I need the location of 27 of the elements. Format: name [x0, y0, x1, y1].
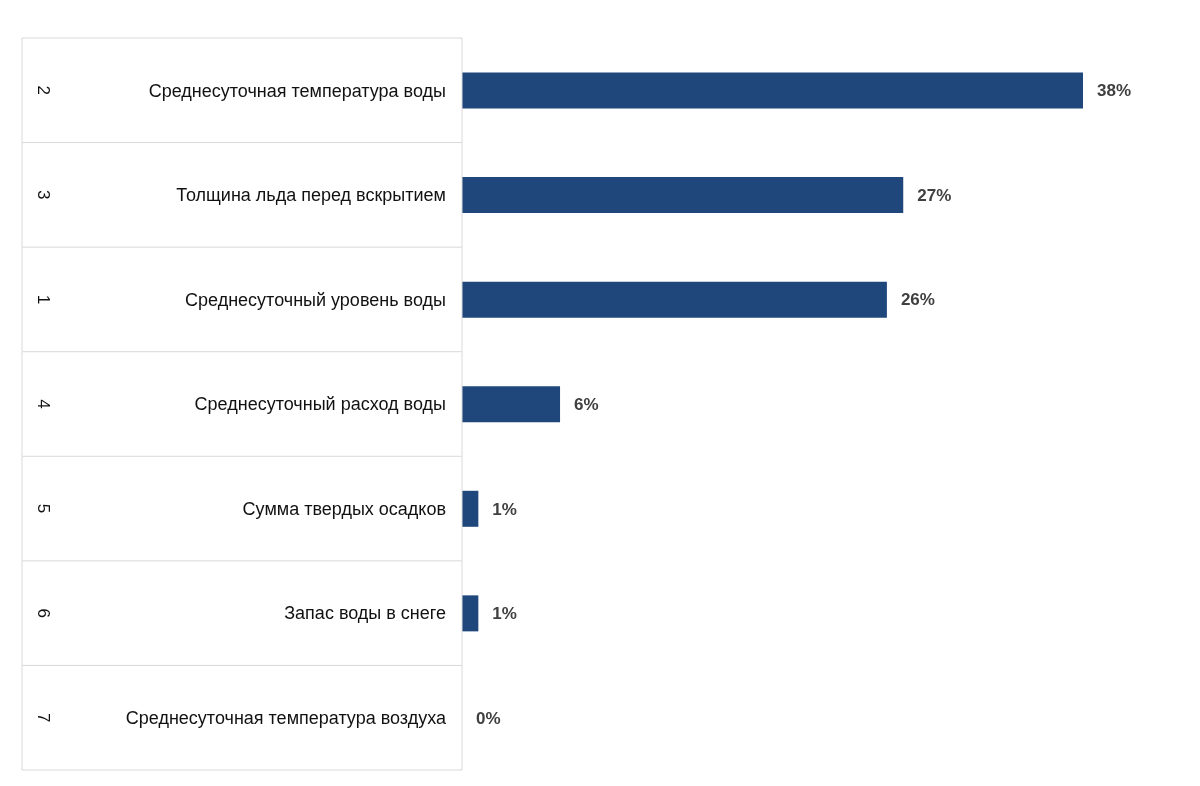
data-label: 6%	[574, 394, 599, 414]
text: 1	[34, 294, 54, 305]
data-label: 27%	[917, 185, 952, 205]
y-tick-label: Среднесуточный расход воды	[194, 394, 446, 415]
bar	[462, 72, 1083, 109]
bar	[462, 595, 479, 632]
data-label: 38%	[1097, 81, 1132, 101]
data-label: 26%	[900, 290, 935, 310]
data-label: 0%	[476, 708, 501, 728]
text: 3	[34, 190, 54, 200]
text: 7	[34, 712, 54, 723]
text: 6	[34, 608, 54, 618]
y-tick-label: Сумма твердых осадков	[242, 498, 446, 519]
data-label: 1%	[492, 604, 517, 624]
y-tick-label: Среднесуточная температура воды	[148, 80, 446, 101]
y-tick-label: Среднесуточный уровень воды	[185, 289, 446, 310]
text: 5	[34, 503, 54, 514]
text: 2	[34, 85, 54, 96]
y-tick-label: Толщина льда перед вскрытием	[176, 185, 446, 206]
bar	[462, 177, 904, 214]
bar	[462, 281, 887, 318]
y-tick-label: Среднесуточная температура воздуха	[125, 708, 447, 729]
bar	[462, 490, 479, 527]
data-label: 1%	[492, 499, 517, 519]
y-tick-label: Запас воды в снеге	[284, 603, 446, 624]
bar	[462, 386, 561, 423]
text: 4	[34, 399, 54, 409]
